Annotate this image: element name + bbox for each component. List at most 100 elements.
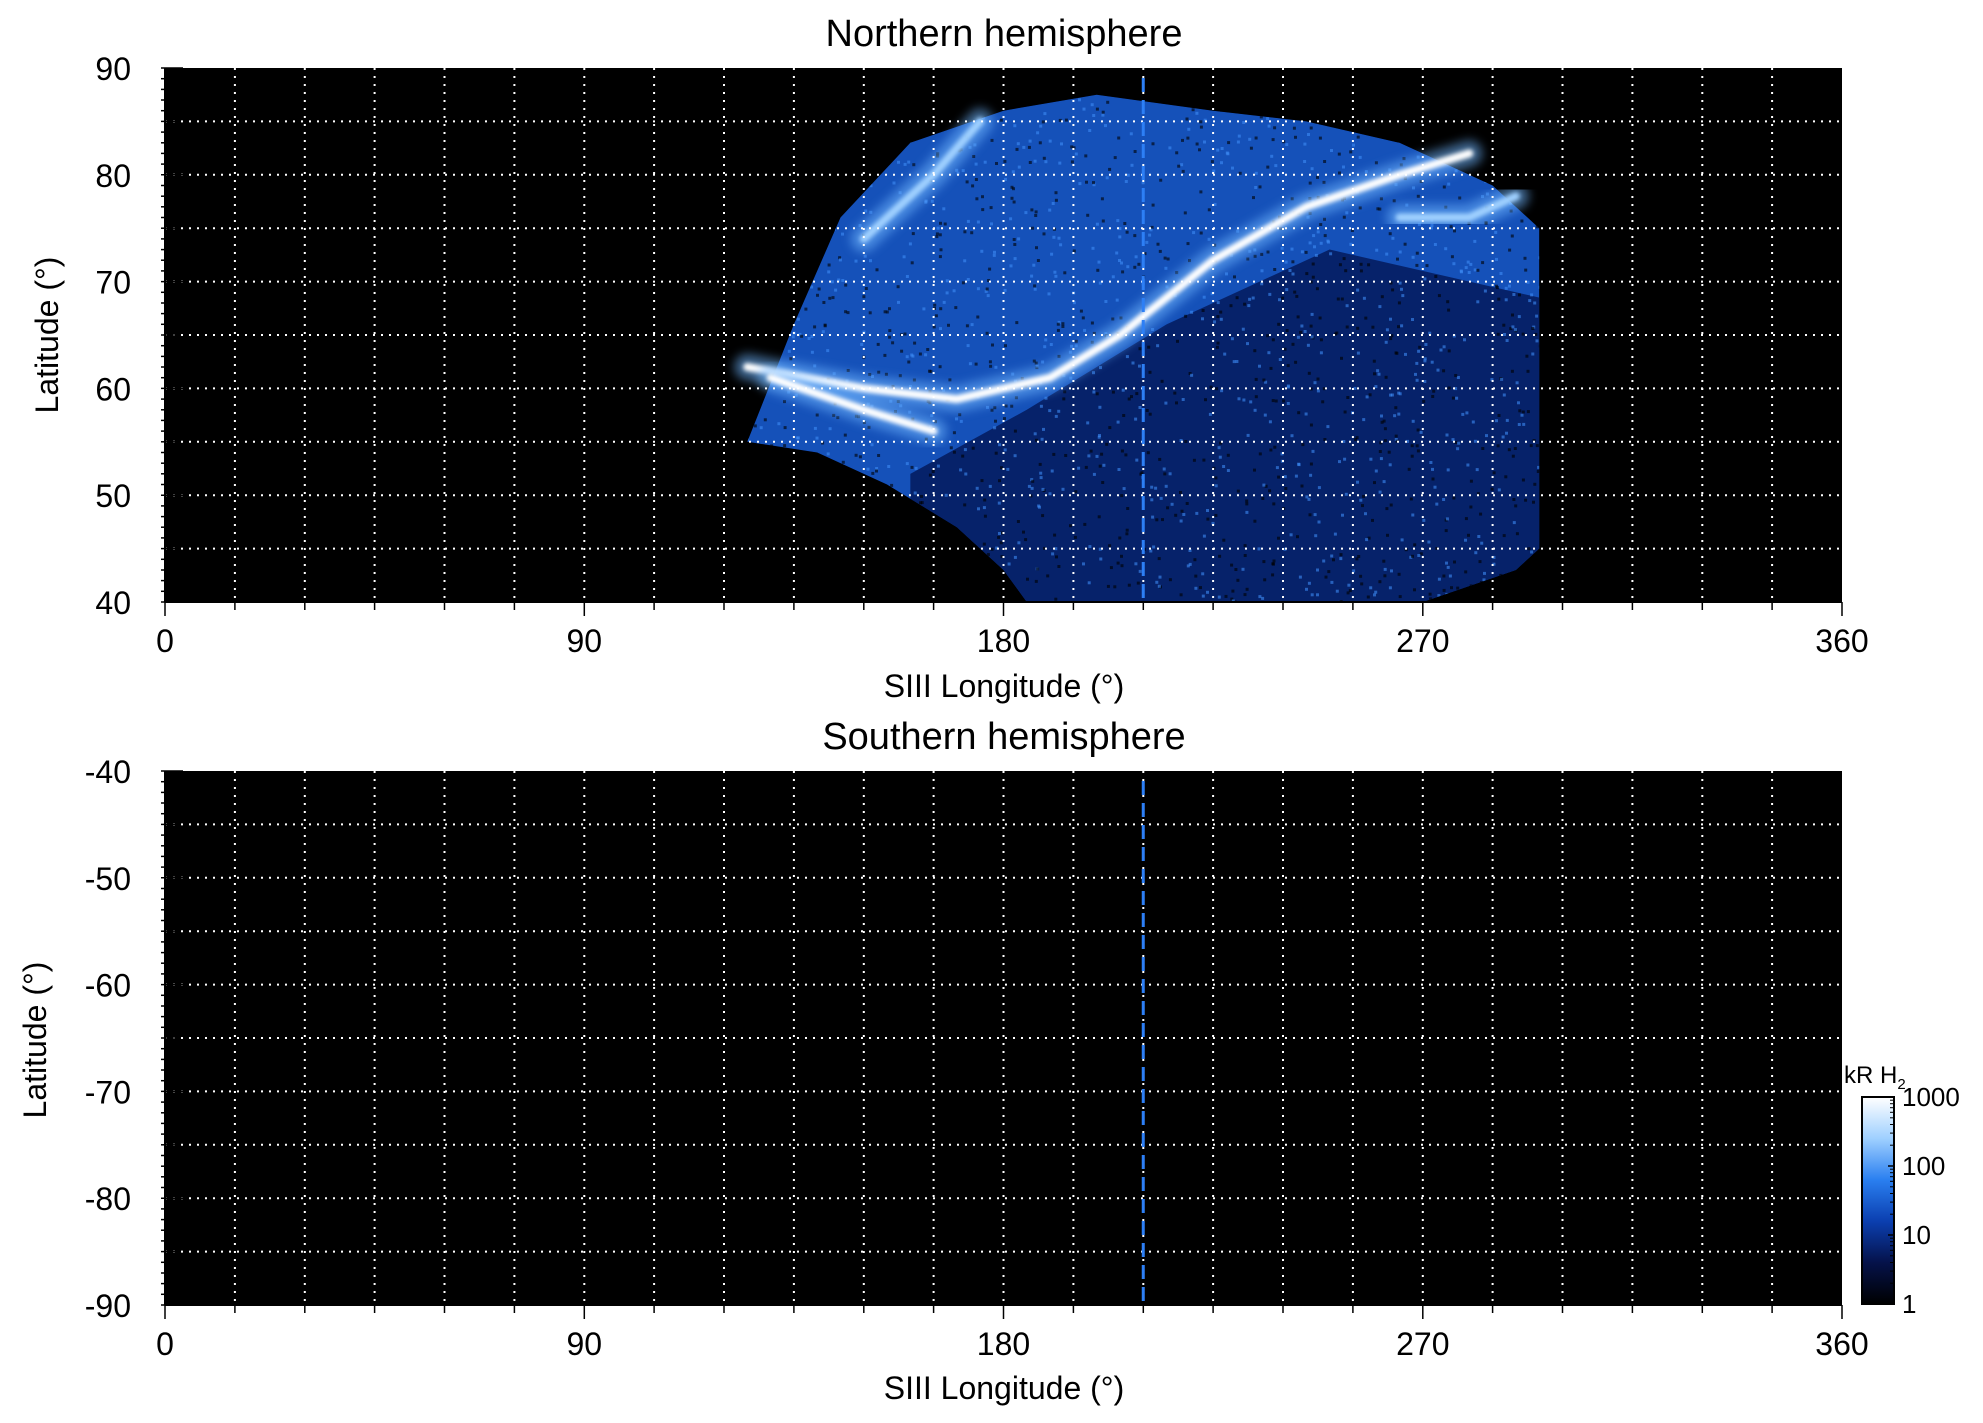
north-noise-dot [986,405,989,409]
north-noise-dot [1027,145,1031,149]
north-noise-dot [1168,578,1172,582]
north-noise-dot [988,484,992,488]
north-noise-dot [1316,175,1319,179]
north-noise-dot [993,406,997,410]
north-noise-dot [875,469,878,473]
north-noise-dot [1359,574,1363,578]
north-noise-dot [1003,417,1006,421]
north-noise-dot [907,160,911,164]
north-noise-dot [988,267,992,271]
north-noise-dot [1290,197,1294,201]
north-noise-dot [1043,546,1046,550]
north-noise-dot [826,349,830,353]
north-noise-dot [1469,505,1473,509]
north-noise-dot [1185,117,1189,121]
north-noise-dot [869,184,873,188]
north-noise-dot [1187,127,1191,131]
north-noise-dot [1310,593,1314,597]
north-noise-dot [1033,284,1037,288]
north-noise-dot [1179,519,1183,523]
north-noise-dot [1485,434,1488,438]
north-noise-dot [982,506,986,510]
north-noise-dot [1433,485,1437,489]
north-noise-dot [959,419,963,423]
north-noise-dot [1106,100,1110,104]
north-noise-dot [1469,262,1473,266]
north-noise-dot [1327,240,1330,244]
north-noise-dot [956,171,960,175]
north-noise-dot [885,310,889,314]
north-noise-dot [1379,441,1383,445]
north-noise-dot [1087,581,1091,585]
north-noise-dot [1384,340,1388,344]
north-noise-dot [1293,290,1297,294]
north-noise-dot [783,426,787,430]
north-noise-dot [1492,562,1496,566]
north-noise-dot [1264,484,1268,488]
north-noise-dot [1246,342,1249,346]
north-noise-dot [1032,359,1036,363]
north-noise-dot [1490,487,1494,491]
north-noise-dot [1466,260,1470,264]
north-noise-dot [1275,466,1279,470]
north-noise-dot [1326,425,1330,429]
north-noise-dot [1268,292,1272,296]
north-noise-dot [1464,266,1468,270]
north-noise-dot [1515,532,1519,536]
north-noise-dot [1192,231,1196,235]
north-noise-dot [1061,325,1065,328]
north-noise-dot [918,352,922,356]
north-noise-dot [863,254,867,258]
north-emission-bright-region [766,373,938,436]
north-noise-dot [1446,300,1450,304]
north-noise-dot [1518,293,1521,297]
north-noise-dot [1452,496,1456,500]
south-x-tick-labels: 0 90 180 270 360 [156,1326,1869,1362]
north-noise-dot [1419,552,1423,556]
north-noise-dot [1163,472,1167,476]
north-noise-dot [987,279,991,282]
north-noise-dot [1374,590,1378,594]
north-noise-dot [1375,248,1379,252]
north-noise-dot [1017,165,1021,169]
north-noise-dot [1380,414,1383,418]
north-noise-dot [1300,484,1304,488]
north-noise-dot [1283,547,1287,551]
north-noise-dot [908,242,912,246]
north-noise-dot [1062,397,1066,401]
north-noise-dot [1303,330,1307,333]
north-noise-dot [1480,541,1484,545]
north-noise-dot [1046,574,1050,578]
north-noise-dot [1017,237,1021,241]
north-noise-dot [1356,135,1360,139]
north-noise-dot [1241,567,1245,571]
north-noise-dot [1098,547,1102,551]
north-noise-dot [888,335,892,339]
north-noise-dot [1156,242,1160,246]
north-noise-dot [1309,387,1313,391]
north-noise-dot [1318,136,1322,140]
north-noise-dot [828,296,832,300]
north-noise-dot [1514,504,1518,508]
north-noise-dot [1138,347,1142,351]
colorbar-label: kR H2 [1844,1062,1906,1093]
north-noise-dot [910,353,914,357]
north-noise-dot [1502,323,1506,327]
north-noise-dot [1211,521,1215,525]
north-noise-dot [867,425,871,429]
north-noise-dot [884,372,888,376]
north-noise-dot [1010,185,1014,189]
north-noise-dot [1347,583,1351,587]
north-noise-dot [932,325,936,329]
north-noise-dot [1040,437,1044,441]
north-x-axis-label: SIII Longitude (°) [884,668,1124,704]
north-noise-dot [1277,536,1280,540]
north-noise-dot [888,329,892,333]
north-noise-dot [970,231,974,235]
north-noise-dot [1231,589,1235,593]
north-noise-dot [1030,208,1034,212]
north-noise-dot [1140,471,1144,475]
north-noise-dot [897,160,900,164]
north-noise-dot [1284,260,1288,264]
north-noise-dot [1337,152,1341,156]
